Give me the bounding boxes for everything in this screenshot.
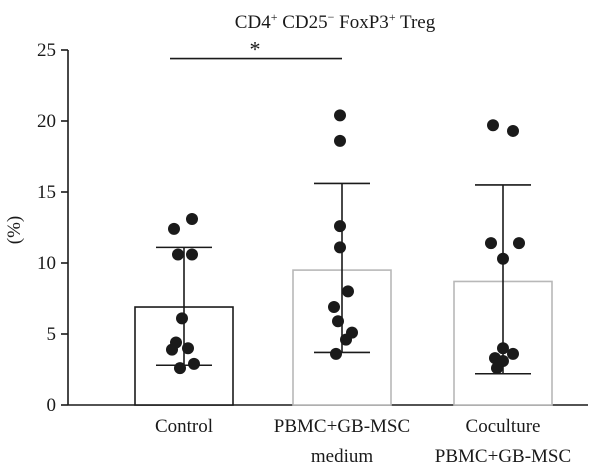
x-tick-label: Coculture: [466, 416, 541, 437]
chart-title: CD4+ CD25− FoxP3+ Treg: [235, 10, 436, 33]
data-point: [168, 222, 180, 235]
data-point: [487, 119, 499, 132]
y-tick-label: 0: [47, 395, 57, 416]
data-point: [334, 241, 346, 254]
data-point: [340, 333, 352, 346]
data-point: [188, 357, 200, 370]
y-tick-label: 10: [37, 253, 56, 274]
x-tick-label-line2: medium: [311, 446, 373, 467]
data-point: [166, 343, 178, 356]
data-point: [491, 362, 503, 375]
data-point: [334, 134, 346, 147]
y-tick-label: 20: [37, 111, 56, 132]
data-point: [507, 124, 519, 137]
data-point: [330, 347, 342, 360]
y-axis-label: (%): [4, 216, 25, 244]
x-axis-labels: Control PBMC+GB-MSC medium Coculture PBMC+GB…: [155, 416, 571, 467]
data-point: [328, 301, 340, 314]
x-tick-label: Control: [155, 416, 213, 437]
data-point: [507, 347, 519, 360]
data-point: [176, 312, 188, 325]
data-point: [172, 248, 184, 261]
data-point: [186, 212, 198, 225]
y-tick-label: 25: [37, 40, 56, 61]
data-point: [186, 248, 198, 261]
significance-label: *: [250, 37, 261, 62]
data-points: [166, 109, 525, 375]
data-point: [332, 315, 344, 328]
data-point: [497, 252, 509, 265]
x-tick-label: PBMC+GB-MSC: [274, 416, 410, 437]
data-point: [334, 109, 346, 122]
data-point: [182, 342, 194, 355]
significance-bracket: *: [170, 37, 342, 62]
y-tick-label: 5: [47, 324, 57, 345]
data-point: [497, 342, 509, 355]
y-tick-label: 15: [37, 182, 56, 203]
data-point: [513, 237, 525, 250]
data-point: [485, 237, 497, 250]
data-point: [342, 285, 354, 298]
data-point: [174, 362, 186, 375]
x-tick-label-line2: PBMC+GB-MSC: [435, 446, 571, 467]
data-point: [334, 220, 346, 233]
